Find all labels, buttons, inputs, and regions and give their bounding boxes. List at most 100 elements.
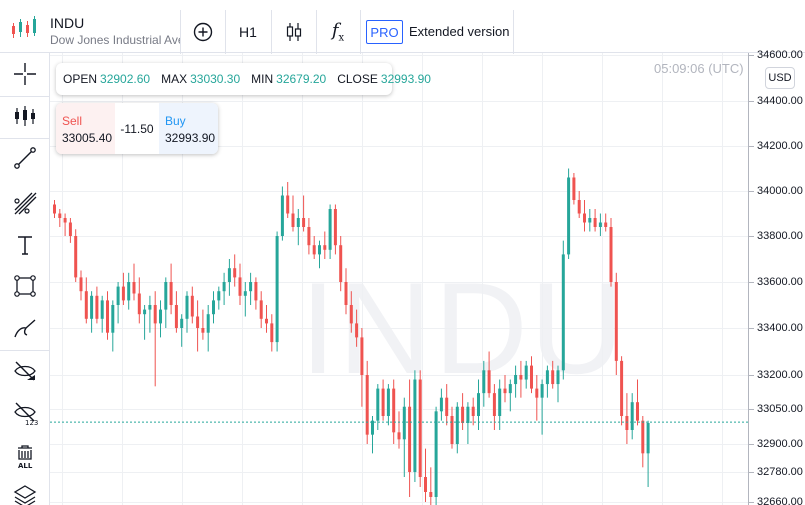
candle-body	[561, 254, 565, 371]
candle-body	[455, 406, 459, 444]
crosshair-tool[interactable]	[10, 59, 40, 89]
hide-drawings-tool[interactable]	[10, 356, 40, 386]
candle-body	[572, 177, 576, 200]
candle-body	[233, 268, 237, 278]
candle-body	[376, 388, 380, 421]
candle-body	[227, 268, 231, 282]
candle-body	[143, 309, 147, 315]
price-tick-label: 34000.00	[757, 185, 803, 197]
candle-body	[439, 397, 443, 412]
candle-body	[79, 277, 83, 292]
top-toolbar: INDU Dow Jones Industrial Average H1 fx …	[0, 0, 805, 54]
trend-line-tool[interactable]	[10, 143, 40, 173]
candle-body	[413, 379, 417, 472]
candle-body	[137, 293, 141, 315]
brush-tool[interactable]	[10, 313, 40, 343]
candle-body	[482, 370, 486, 394]
timeframe-button[interactable]: H1	[239, 24, 257, 40]
extended-version-link[interactable]: Extended version	[409, 24, 510, 39]
hide-indicators-tool[interactable]: 123	[10, 398, 40, 428]
candle-body	[201, 328, 205, 333]
price-tick-label: 33050.00	[757, 403, 803, 415]
candle-body	[514, 375, 518, 385]
candle-body	[360, 337, 364, 375]
candle-body	[471, 406, 475, 416]
candle-body	[477, 393, 480, 416]
buy-label: Buy	[165, 114, 186, 128]
candle-body	[153, 305, 157, 324]
chart-type-button[interactable]	[272, 12, 315, 52]
add-circle-icon	[193, 22, 213, 42]
max-value: 33030.30	[190, 72, 241, 86]
trend-line-icon	[14, 147, 36, 169]
symbol-title[interactable]: INDU	[50, 15, 85, 31]
price-tick-label: 33600.00	[757, 276, 803, 288]
price-tick-mark	[749, 444, 754, 445]
symbol-name: Dow Jones Industrial Average	[50, 33, 180, 47]
tool-divider	[0, 138, 50, 139]
text-tool[interactable]	[10, 230, 40, 260]
candle-body	[296, 218, 300, 227]
trade-panel: Sell 33005.40 -11.50 Buy 32993.90	[56, 103, 218, 154]
candle-body	[185, 295, 189, 319]
candle-body	[100, 300, 104, 319]
indicators-button[interactable]: fx	[317, 12, 359, 52]
candle-body	[217, 291, 221, 301]
candle-body	[424, 477, 427, 492]
delete-all-tool[interactable]: ALL	[10, 441, 40, 471]
delete-all-icon: ALL	[18, 445, 33, 469]
candle-body	[381, 388, 385, 416]
fib-tool[interactable]	[10, 188, 40, 218]
candle-body	[386, 388, 390, 416]
price-tick-label: 32900.00	[757, 438, 803, 450]
rectangle-tool[interactable]	[10, 271, 40, 301]
candle-body	[445, 397, 449, 416]
price-tick-label: 33200.00	[757, 369, 803, 381]
hide-indicators-icon: 123	[14, 402, 38, 426]
hide-drawings-icon	[14, 361, 36, 381]
currency-button[interactable]: USD	[765, 67, 795, 89]
sell-button[interactable]: Sell 33005.40	[56, 103, 115, 154]
candle-body	[206, 314, 210, 333]
candle-body	[461, 406, 465, 423]
candle-body	[148, 305, 152, 310]
candle-body	[180, 318, 184, 328]
candle-body	[164, 282, 168, 310]
candle-body	[620, 360, 624, 416]
tool-divider	[0, 96, 50, 97]
price-tick-label: 32660.00	[757, 496, 803, 505]
brush-icon	[14, 319, 36, 338]
candle-body	[212, 300, 215, 315]
toolbar-divider	[180, 10, 181, 54]
indicators-tool[interactable]	[10, 101, 40, 131]
candle-body	[498, 388, 502, 416]
candle-body	[593, 218, 597, 227]
candle-body	[524, 365, 528, 380]
toolbar-divider	[225, 10, 226, 54]
pro-badge[interactable]: PRO	[366, 20, 403, 44]
layers-tool[interactable]	[10, 481, 40, 505]
max-label: MAX	[161, 72, 188, 86]
candle-body	[270, 323, 274, 343]
chart-area[interactable]: INDU	[50, 53, 748, 505]
text-icon	[18, 236, 32, 255]
candle-body	[636, 402, 639, 421]
candle-body	[598, 222, 602, 227]
candle-body	[307, 227, 311, 246]
compare-button[interactable]	[182, 12, 224, 52]
price-axis[interactable]: 34600.00 34400.00 34200.00 34000.00 33800.00…	[748, 49, 805, 505]
price-tick-mark	[749, 191, 754, 192]
candle-body	[397, 432, 401, 440]
candle-body	[365, 375, 369, 435]
toolbar-divider	[513, 10, 514, 54]
price-tick-mark	[749, 55, 754, 56]
candle-body	[286, 195, 290, 214]
candlestick-chart[interactable]	[50, 53, 748, 505]
buy-button[interactable]: Buy 32993.90	[159, 103, 218, 154]
candle-body	[95, 295, 99, 319]
candle-body	[84, 291, 88, 319]
buy-price: 32993.90	[165, 131, 216, 145]
candle-body	[318, 245, 321, 255]
price-tick-label: 34600.00	[757, 49, 803, 61]
candle-body	[159, 309, 162, 324]
